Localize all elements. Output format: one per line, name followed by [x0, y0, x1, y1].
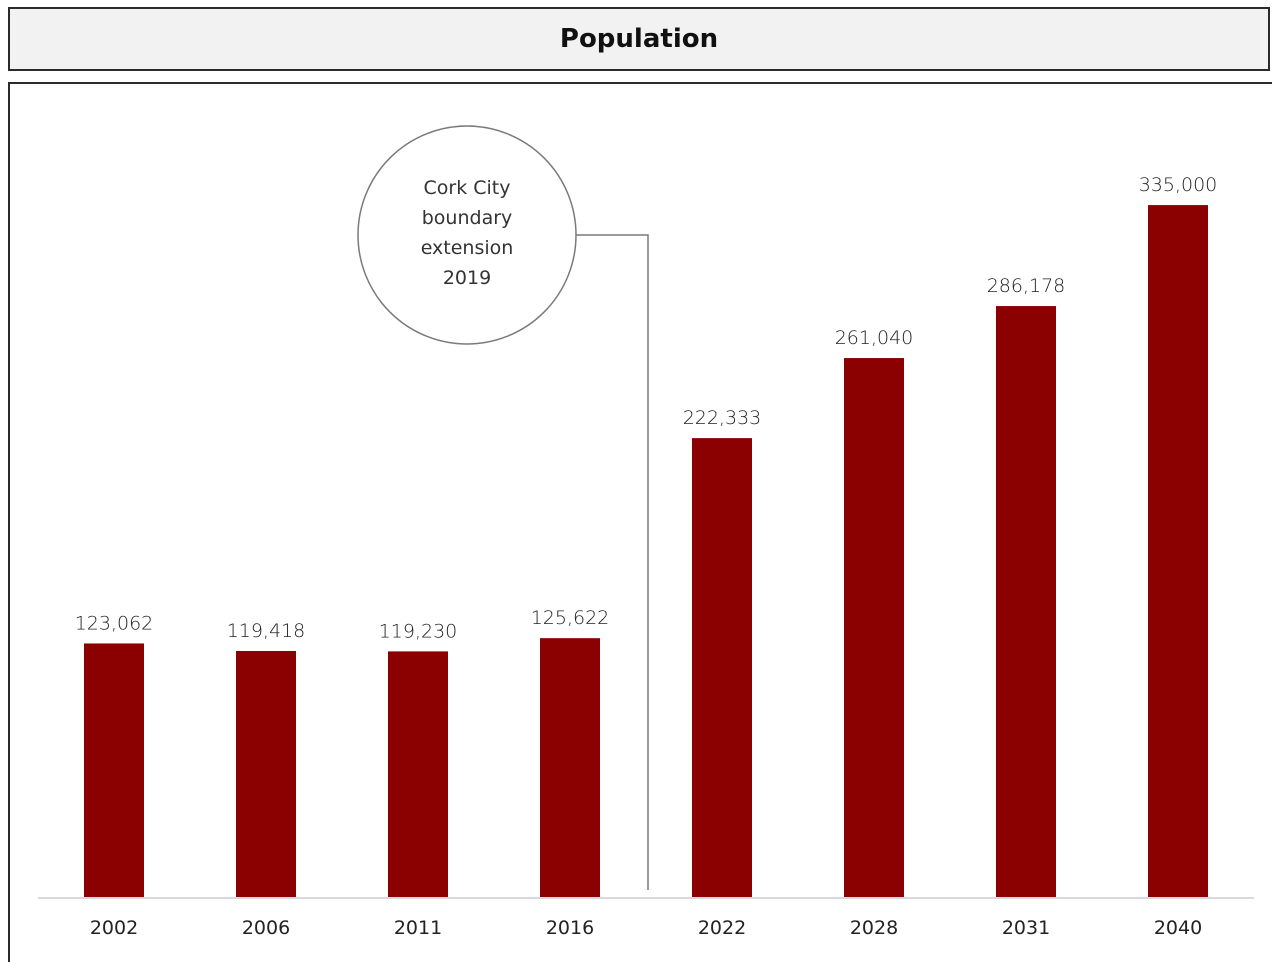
annotation-text: Cork City boundary extension 2019	[421, 177, 514, 289]
bar-2016	[540, 638, 600, 898]
annotation-leader-line	[576, 234, 649, 890]
bar-2040	[1148, 205, 1208, 898]
value-label-2011: 119,230	[379, 620, 458, 642]
value-labels-group: 123,062 119,418 119,230 125,622 222,333 261,0…	[75, 174, 1218, 642]
annotation-circle	[357, 125, 577, 345]
category-label-2028: 2028	[850, 917, 898, 939]
category-label-2031: 2031	[1002, 917, 1050, 939]
annotation-line-2: extension	[421, 237, 514, 259]
annotation-line-1: boundary	[422, 207, 513, 229]
bar-2002	[84, 643, 144, 898]
boundary-annotation: Cork City boundary extension 2019	[357, 125, 649, 890]
category-label-2040: 2040	[1154, 917, 1202, 939]
value-label-2040: 335,000	[1139, 174, 1218, 196]
bar-2011	[388, 651, 448, 898]
bars-group	[84, 205, 1208, 899]
annotation-line-0: Cork City	[424, 177, 511, 199]
bar-2031	[996, 306, 1056, 899]
chart-title: Population	[559, 24, 719, 54]
value-label-2028: 261,040	[835, 327, 914, 349]
category-label-2002: 2002	[90, 917, 138, 939]
value-label-2006: 119,418	[227, 620, 306, 642]
bar-2028	[844, 358, 904, 899]
value-label-2022: 222,333	[683, 407, 762, 429]
value-label-2016: 125,622	[531, 607, 610, 629]
chart-title-bar: Population	[8, 7, 1270, 71]
value-label-2031: 286,178	[987, 275, 1066, 297]
chart-frame	[8, 82, 1272, 962]
category-label-2011: 2011	[394, 917, 442, 939]
value-label-2002: 123,062	[75, 612, 154, 634]
category-label-2006: 2006	[242, 917, 290, 939]
bar-2022	[692, 438, 752, 898]
bar-2006	[236, 650, 296, 898]
annotation-line-3: 2019	[443, 267, 491, 289]
category-label-2022: 2022	[698, 917, 746, 939]
category-labels-group: 2002 2006 2011 2016 2022 2028 2031 2040	[90, 917, 1202, 939]
category-label-2016: 2016	[546, 917, 594, 939]
